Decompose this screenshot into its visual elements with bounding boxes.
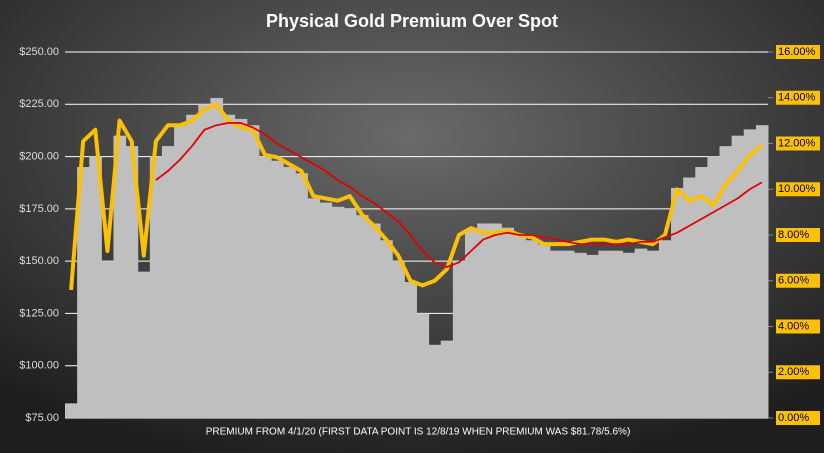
premium-bar (549, 250, 563, 418)
premium-bar (380, 240, 393, 418)
y-tick-label: $75.00 (25, 412, 59, 424)
premium-bar (707, 156, 721, 419)
y2-tick-label: 16.00% (778, 46, 816, 58)
premium-bar (343, 208, 357, 418)
y2-tick-box (776, 90, 820, 105)
y-tick-label: $125.00 (19, 307, 59, 319)
y2-tick-box (776, 45, 820, 59)
premium-bar (355, 215, 369, 418)
y2-tick-box (776, 365, 820, 380)
premium-bar (307, 198, 321, 418)
premium-bar (125, 146, 139, 418)
premium-bar (719, 146, 733, 418)
premium-bar (174, 125, 187, 418)
premium-bar (77, 167, 90, 418)
premium-line (69, 102, 764, 291)
premium-bar (561, 250, 575, 418)
y-tick-label: $200.00 (19, 150, 59, 162)
y2-tick-box (776, 182, 820, 197)
y2-tick-label: 10.00% (778, 183, 816, 195)
premium-bar (137, 271, 151, 418)
premium-bar (271, 160, 284, 419)
premium-bar (428, 344, 442, 418)
premium-bar (755, 125, 769, 418)
premium-bar (452, 261, 466, 418)
y2-tick-label: 4.00% (778, 320, 809, 332)
premium-bar (101, 261, 114, 418)
premium-bar (283, 167, 296, 418)
y2-tick-label: 6.00% (778, 275, 809, 287)
premium-bar (610, 250, 624, 418)
premium-bar (743, 129, 757, 418)
premium-bar (222, 114, 236, 418)
premium-line (155, 122, 763, 268)
premium-bar (234, 118, 248, 418)
premium-bar (525, 240, 539, 418)
premium-bar (537, 244, 551, 418)
y-tick-label: $100.00 (19, 360, 59, 372)
premium-bar (731, 135, 745, 418)
y-tick-label: $175.00 (19, 203, 59, 215)
y2-tick-box (776, 411, 820, 425)
premium-bar (149, 156, 163, 419)
y2-tick-box (776, 273, 820, 288)
premium-bar (210, 98, 224, 419)
y2-tick-label: 0.00% (778, 412, 809, 424)
premium-bar (404, 282, 417, 418)
premium-bar (501, 227, 514, 418)
y2-tick-label: 14.00% (778, 92, 816, 104)
premium-bar (440, 340, 454, 418)
premium-bar (113, 135, 127, 418)
premium-bar (319, 202, 333, 418)
premium-bar (368, 223, 381, 418)
premium-bar (161, 146, 175, 418)
premium-bar (246, 125, 260, 418)
premium-bar (683, 177, 696, 418)
premium-bar (586, 254, 599, 418)
premium-bar (646, 250, 660, 418)
premium-bar (392, 261, 405, 418)
premium-bar (658, 240, 672, 418)
y2-tick-label: 8.00% (778, 229, 809, 241)
premium-bar (295, 173, 308, 418)
y2-tick-box (776, 228, 820, 242)
premium-bar (186, 114, 199, 418)
y-tick-label: $150.00 (19, 255, 59, 267)
premium-bar (598, 250, 611, 418)
premium-bar (89, 156, 102, 419)
y2-tick-box (776, 319, 820, 334)
y2-tick-box (776, 136, 820, 151)
premium-bar (331, 206, 345, 418)
premium-bar (634, 248, 648, 418)
premium-bar (574, 252, 587, 418)
premium-bar (258, 156, 272, 419)
premium-bar (416, 313, 430, 418)
y2-tick-label: 12.00% (778, 137, 816, 149)
y2-tick-label: 2.00% (778, 366, 809, 378)
premium-bar (513, 233, 527, 418)
y-tick-label: $250.00 (19, 46, 59, 58)
premium-bar (198, 104, 211, 419)
premium-bar (695, 167, 708, 418)
y-tick-label: $225.00 (19, 98, 59, 110)
premium-bar (464, 229, 478, 418)
premium-bar (65, 403, 78, 418)
premium-bar (489, 223, 502, 418)
premium-bar (622, 252, 636, 418)
premium-bar (671, 187, 684, 418)
x-axis-label: PREMIUM FROM 4/1/20 (FIRST DATA POINT IS… (206, 427, 631, 438)
premium-bar (477, 223, 490, 418)
chart-title: Physical Gold Premium Over Spot (266, 11, 558, 31)
